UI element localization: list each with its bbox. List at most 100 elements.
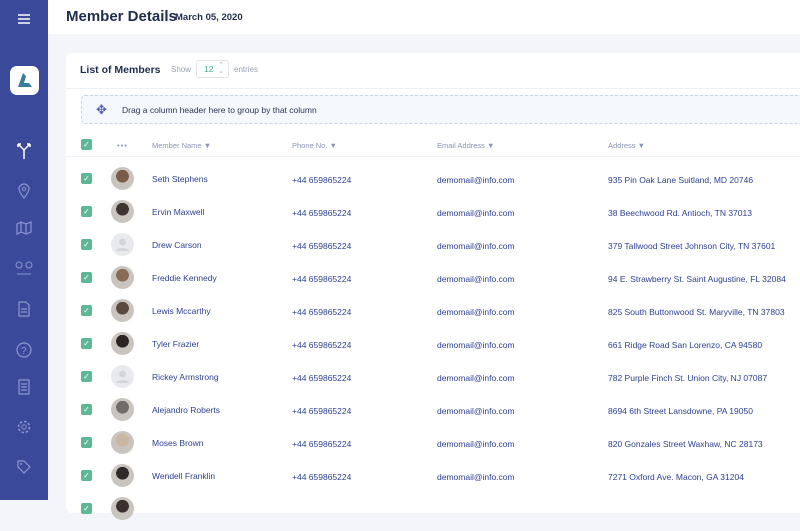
header: Member Details March 05, 2020 (48, 0, 800, 34)
phone: +44 659865224 (292, 307, 352, 317)
member-name[interactable]: Wendell Franklin (152, 471, 216, 481)
row-checkbox[interactable]: ✓ (81, 503, 92, 514)
group-drop-zone[interactable]: ✥ Drag a column header here to group by … (81, 95, 800, 124)
column-header-email[interactable]: Email Address ▼ (437, 141, 494, 150)
sidebar: ? (0, 0, 48, 500)
email[interactable]: demomail@info.com (437, 208, 515, 218)
email[interactable]: demomail@info.com (437, 340, 515, 350)
entries-select[interactable]: 12 ⌃ ⌄ (196, 60, 229, 78)
column-label: Email Address (437, 141, 485, 150)
members-card: List of Members Show 12 ⌃ ⌄ entries ✥ Drag… (66, 53, 800, 520)
menu-icon[interactable] (12, 7, 36, 31)
entries-value: 12 (204, 64, 214, 74)
row-checkbox[interactable]: ✓ (81, 404, 92, 415)
show-label: Show (171, 65, 192, 74)
member-name[interactable]: Moses Brown (152, 438, 204, 448)
member-name[interactable]: Ervin Maxwell (152, 207, 205, 217)
email[interactable]: demomail@info.com (437, 175, 515, 185)
logo[interactable] (10, 66, 39, 95)
location-pin-icon[interactable] (12, 179, 36, 203)
email[interactable]: demomail@info.com (437, 307, 515, 317)
document-icon[interactable] (12, 297, 36, 321)
table-row[interactable]: ✓ Wendell Franklin +44 659865224 demomai… (66, 464, 800, 498)
settings-icon[interactable] (12, 415, 36, 439)
row-checkbox[interactable]: ✓ (81, 173, 92, 184)
member-name[interactable]: Seth Stephens (152, 174, 208, 184)
column-label: Member Name (152, 141, 202, 150)
date: March 05, 2020 (175, 12, 243, 23)
phone: +44 659865224 (292, 373, 352, 383)
row-checkbox[interactable]: ✓ (81, 437, 92, 448)
table-row[interactable]: ✓ Tyler Frazier +44 659865224 demomail@i… (66, 332, 800, 366)
table-row[interactable]: ✓ Rickey Armstrong +44 659865224 demomai… (66, 365, 800, 399)
phone: +44 659865224 (292, 274, 352, 284)
row-checkbox[interactable]: ✓ (81, 272, 92, 283)
avatar (111, 464, 134, 487)
more-icon[interactable]: ••• (117, 141, 128, 150)
email[interactable]: demomail@info.com (437, 472, 515, 482)
help-icon[interactable]: ? (12, 338, 36, 362)
route-icon[interactable] (12, 256, 36, 280)
table-row[interactable]: ✓ Moses Brown +44 659865224 demomail@inf… (66, 431, 800, 465)
phone: +44 659865224 (292, 175, 352, 185)
row-checkbox[interactable]: ✓ (81, 371, 92, 382)
phone: +44 659865224 (292, 406, 352, 416)
address: 782 Purple Finch St. Union City, NJ 0708… (608, 373, 768, 383)
avatar (111, 431, 134, 454)
tag-icon[interactable] (12, 455, 36, 479)
member-name[interactable]: Alejandro Roberts (152, 405, 221, 415)
column-header-name[interactable]: Member Name ▼ (152, 141, 211, 150)
table-row[interactable]: ✓ Lewis Mccarthy +44 659865224 demomail@… (66, 299, 800, 333)
column-header-address[interactable]: Address ▼ (608, 141, 645, 150)
avatar-placeholder (111, 233, 134, 256)
member-name[interactable]: Rickey Armstrong (152, 372, 219, 382)
column-header-phone[interactable]: Phone No. ▼ (292, 141, 337, 150)
table-row[interactable]: ✓ Seth Stephens +44 659865224 demomail@i… (66, 167, 800, 201)
member-name[interactable]: Drew Carson (152, 240, 202, 250)
stepper-icon: ⌃ ⌄ (218, 62, 224, 75)
table-row[interactable]: ✓ Ervin Maxwell +44 659865224 demomail@i… (66, 200, 800, 234)
row-checkbox[interactable]: ✓ (81, 239, 92, 250)
fork-icon[interactable] (12, 139, 36, 163)
page-title: Member Details (66, 8, 177, 25)
email[interactable]: demomail@info.com (437, 373, 515, 383)
book-icon[interactable] (12, 375, 36, 399)
select-all-checkbox[interactable]: ✓ (81, 139, 92, 150)
email[interactable]: demomail@info.com (437, 439, 515, 449)
column-label: Phone No. (292, 141, 328, 150)
avatar-placeholder (111, 365, 134, 388)
email[interactable]: demomail@info.com (437, 274, 515, 284)
move-icon: ✥ (96, 102, 107, 117)
address: 820 Gonzales Street Waxhaw, NC 28173 (608, 439, 763, 449)
address: 38 Beechwood Rd. Antioch, TN 37013 (608, 208, 752, 218)
avatar (111, 332, 134, 355)
column-label: Address (608, 141, 636, 150)
map-icon[interactable] (12, 216, 36, 240)
avatar (111, 299, 134, 322)
address: 8694 6th Street Lansdowne, PA 19050 (608, 406, 753, 416)
sort-down-icon: ▼ (487, 141, 495, 150)
phone: +44 659865224 (292, 472, 352, 482)
member-name[interactable]: Tyler Frazier (152, 339, 200, 349)
table-row[interactable]: ✓ Alejandro Roberts +44 659865224 demoma… (66, 398, 800, 432)
table-row-partial: ✓ (66, 497, 800, 531)
row-checkbox[interactable]: ✓ (81, 305, 92, 316)
drop-text: Drag a column header here to group by th… (122, 105, 317, 115)
phone: +44 659865224 (292, 439, 352, 449)
table-row[interactable]: ✓ Freddie Kennedy +44 659865224 demomail… (66, 266, 800, 300)
row-checkbox[interactable]: ✓ (81, 470, 92, 481)
avatar (111, 167, 134, 190)
member-name[interactable]: Lewis Mccarthy (152, 306, 211, 316)
row-checkbox[interactable]: ✓ (81, 206, 92, 217)
row-checkbox[interactable]: ✓ (81, 338, 92, 349)
email[interactable]: demomail@info.com (437, 241, 515, 251)
member-name[interactable]: Freddie Kennedy (152, 273, 217, 283)
address: 94 E. Strawberry St. Saint Augustine, FL… (608, 274, 786, 284)
avatar (111, 266, 134, 289)
avatar (111, 497, 134, 520)
divider (66, 156, 800, 157)
address: 7271 Oxford Ave. Macon, GA 31204 (608, 472, 744, 482)
email[interactable]: demomail@info.com (437, 406, 515, 416)
sort-down-icon: ▼ (203, 141, 212, 150)
table-row[interactable]: ✓ Drew Carson +44 659865224 demomail@inf… (66, 233, 800, 267)
